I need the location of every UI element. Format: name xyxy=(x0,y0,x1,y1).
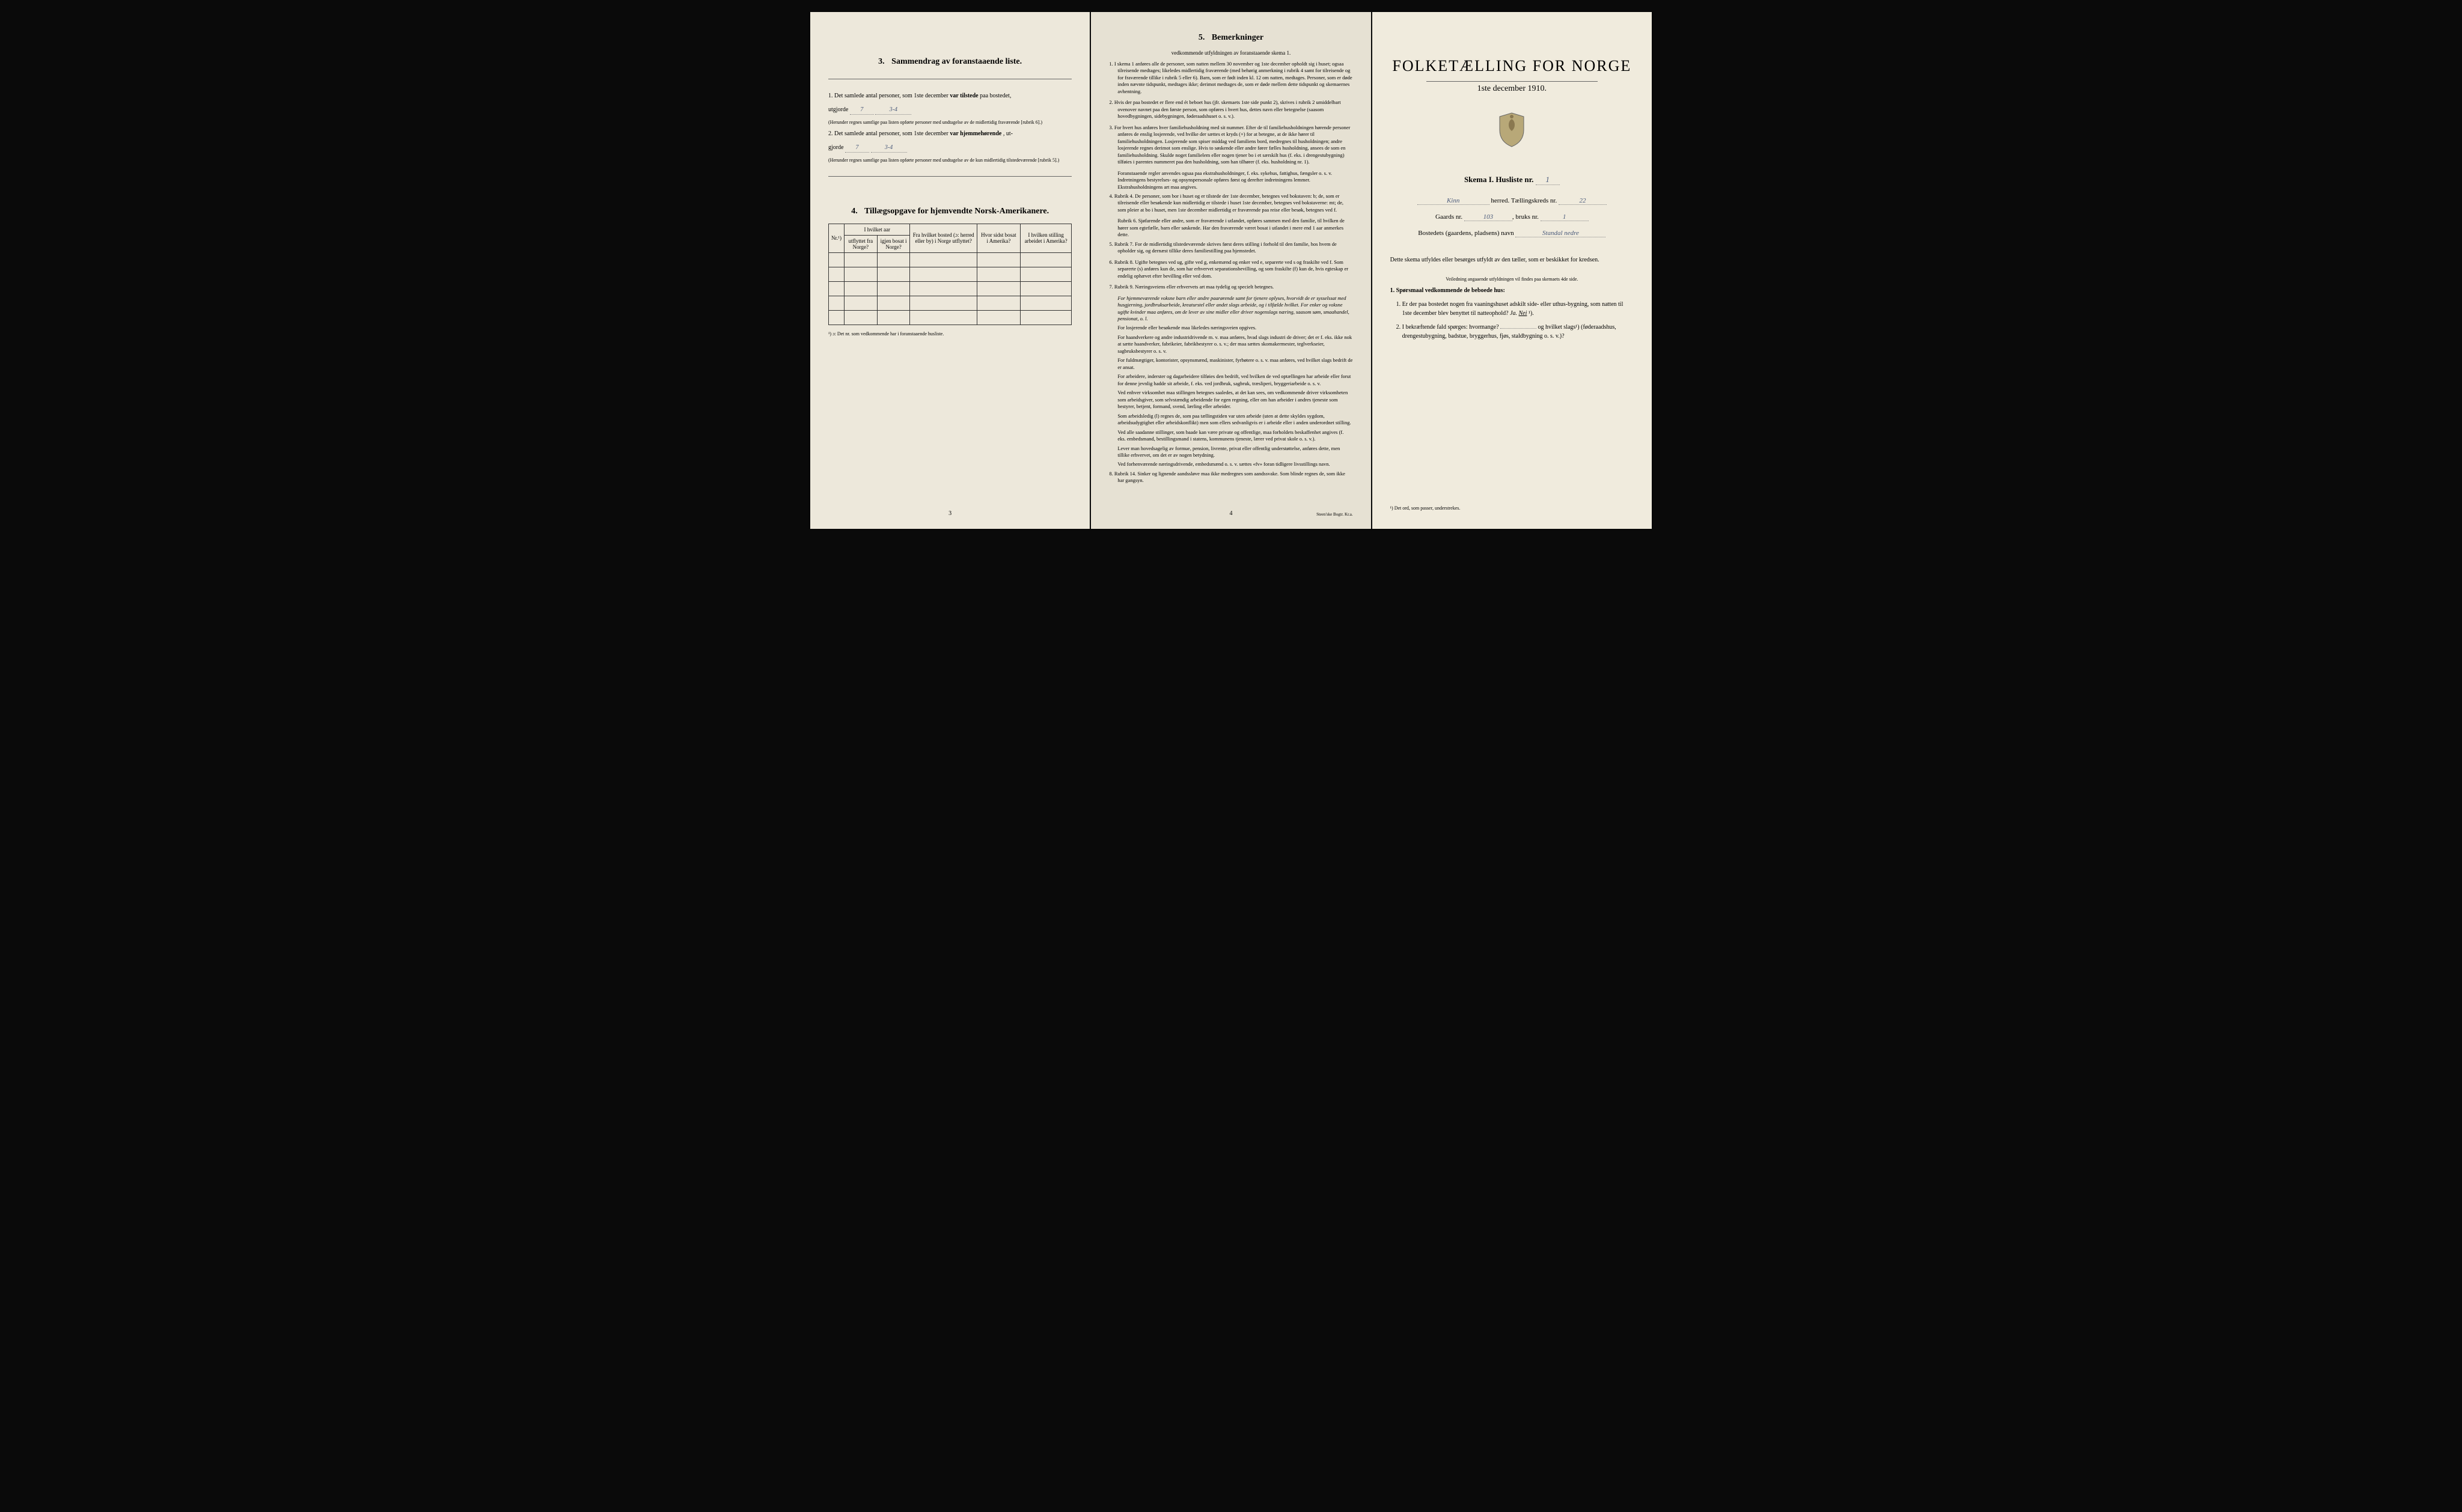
skema-line: Skema I. Husliste nr. 1 xyxy=(1390,175,1634,185)
remark-7-sub-7: Som arbeidsledig (l) regnes de, som paa … xyxy=(1109,413,1352,427)
printer-mark: Steen'ske Bogtr. Kr.a. xyxy=(1316,512,1353,517)
intro-note: Veiledning angaaende utfyldningen vil fi… xyxy=(1390,276,1634,282)
remark-7-sub-8: Ved alle saadanne stillinger, som baade … xyxy=(1109,429,1352,443)
intro-text: Dette skema utfyldes eller besørges utfy… xyxy=(1390,255,1634,264)
th-position: I hvilken stilling arbeidet i Amerika? xyxy=(1020,224,1072,252)
remark-3: 3. For hvert hus anføres hver familiehus… xyxy=(1109,124,1352,166)
th-nr: Nr.¹) xyxy=(829,224,845,252)
divider xyxy=(828,176,1072,177)
remark-7-sub-1: For hjemmeværende voksne barn eller andr… xyxy=(1109,295,1352,323)
census-document: 3. Sammendrag av foranstaaende liste. 1.… xyxy=(810,12,1652,529)
remarks-list: 1. I skema 1 anføres alle de personer, s… xyxy=(1109,61,1352,166)
remark-3-sub: Foranstaaende regler anvendes ogsaa paa … xyxy=(1109,170,1352,191)
remark-4-sub: Rubrik 6. Sjøfarende eller andre, som er… xyxy=(1109,218,1352,238)
summary-item-2: 2. Det samlede antal personer, som 1ste … xyxy=(828,129,1072,138)
remark-7-sub-9: Lever man hovedsagelig av formue, pensio… xyxy=(1109,445,1352,459)
section-5-title: 5. Bemerkninger xyxy=(1109,33,1352,43)
emigrant-table: Nr.¹) I hvilket aar Fra hvilket bosted (… xyxy=(828,224,1072,325)
remark-7-sub-6: Ved enhver virksomhet maa stillingen bet… xyxy=(1109,389,1352,410)
remark-7: 7. Rubrik 9. Næringsveiens eller erhverv… xyxy=(1109,284,1352,290)
remark-4: 4. Rubrik 4. De personer, som bor i huse… xyxy=(1109,193,1352,213)
remarks-list: 4. Rubrik 4. De personer, som bor i huse… xyxy=(1109,193,1352,213)
question-2: I bekræftende fald spørges: hvormange? o… xyxy=(1402,323,1634,341)
remark-5: 5. Rubrik 7. For de midlertidig tilstede… xyxy=(1109,241,1352,255)
herred-line: Kinn herred. Tællingskreds nr. 22 xyxy=(1390,197,1634,205)
section-5-subtitle: vedkommende utfyldningen av foranstaaend… xyxy=(1109,50,1352,56)
th-emigrated: utflyttet fra Norge? xyxy=(844,235,877,252)
gaard-line: Gaards nr. 103, bruks nr. 1 xyxy=(1390,213,1634,221)
table-row xyxy=(829,267,1072,281)
remark-7-sub-3: For haandverkere og andre industridriven… xyxy=(1109,334,1352,355)
bosted-line: Bostedets (gaardens, pladsens) navn Stan… xyxy=(1390,230,1634,237)
page-2: 5. Bemerkninger vedkommende utfyldningen… xyxy=(1091,12,1370,529)
summary-item-2-note: (Herunder regnes samtlige paa listen opf… xyxy=(828,157,1072,163)
remark-7-sub-10: Ved forhenværende næringsdrivende, embed… xyxy=(1109,461,1352,468)
table-row xyxy=(829,310,1072,325)
page3-footnote: ¹) Det ord, som passer, understrekes. xyxy=(1390,505,1634,511)
remark-8: 8. Rubrik 14. Sinker og lignende aandssl… xyxy=(1109,471,1352,484)
table-row xyxy=(829,281,1072,296)
page-number: 3 xyxy=(810,510,1090,517)
summary-item-1-value: utgjorde 7 3-4 xyxy=(828,105,1072,115)
th-america: Hvor sidst bosat i Amerika? xyxy=(977,224,1020,252)
section-3-title: 3. Sammendrag av foranstaaende liste. xyxy=(828,57,1072,67)
remark-7-sub-2: For losjerende eller besøkende maa likel… xyxy=(1109,325,1352,331)
summary-item-2-value: gjorde 7 3-4 xyxy=(828,143,1072,153)
remarks-list: 5. Rubrik 7. For de midlertidig tilstede… xyxy=(1109,241,1352,291)
th-from: Fra hvilket bosted (ɔ: herred eller by) … xyxy=(910,224,977,252)
table-footnote: ¹) ɔ: Det nr. som vedkommende har i fora… xyxy=(828,331,1072,337)
question-1: Er der paa bostedet nogen fra vaaningshu… xyxy=(1402,300,1634,318)
crest-icon xyxy=(1497,112,1527,148)
coat-of-arms xyxy=(1390,112,1634,151)
remark-7-sub-4: For fuldmægtiger, kontorister, opsynsmæn… xyxy=(1109,357,1352,371)
questions-block: 1. Spørsmaal vedkommende de beboede hus:… xyxy=(1390,286,1634,341)
section-4-title: 4. Tillægsopgave for hjemvendte Norsk-Am… xyxy=(828,207,1072,216)
table-row xyxy=(829,252,1072,267)
page-1: 3. Sammendrag av foranstaaende liste. 1.… xyxy=(810,12,1090,529)
remark-1: 1. I skema 1 anføres alle de personer, s… xyxy=(1109,61,1352,95)
divider xyxy=(1426,81,1598,82)
th-returned: igjen bosat i Norge? xyxy=(877,235,910,252)
remark-6: 6. Rubrik 8. Ugifte betegnes ved ug, gif… xyxy=(1109,259,1352,279)
remark-2: 2. Hvis der paa bostedet er flere end ét… xyxy=(1109,99,1352,120)
th-year: I hvilket aar xyxy=(844,224,910,235)
remark-7-sub-5: For arbeidere, inderster og dagarbeidere… xyxy=(1109,373,1352,387)
summary-item-1: 1. Det samlede antal personer, som 1ste … xyxy=(828,91,1072,100)
summary-item-1-note: (Herunder regnes samtlige paa listen opf… xyxy=(828,120,1072,126)
main-title: FOLKETÆLLING FOR NORGE xyxy=(1390,57,1634,75)
questions-title: 1. Spørsmaal vedkommende de beboede hus: xyxy=(1390,286,1634,295)
sub-title: 1ste december 1910. xyxy=(1390,84,1634,94)
page-3: FOLKETÆLLING FOR NORGE 1ste december 191… xyxy=(1372,12,1652,529)
remarks-list: 8. Rubrik 14. Sinker og lignende aandssl… xyxy=(1109,471,1352,484)
table-row xyxy=(829,296,1072,310)
